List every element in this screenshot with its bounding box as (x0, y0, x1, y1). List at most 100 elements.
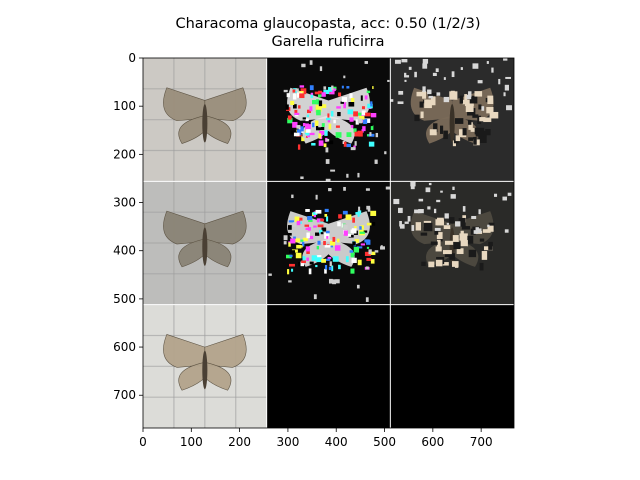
masked-noise (404, 80, 406, 82)
masked-noise (476, 228, 482, 233)
saliency-speck (361, 243, 365, 245)
masked-patch (466, 104, 474, 112)
masked-noise (478, 209, 480, 214)
saliency-speck (316, 210, 322, 214)
masked-patch (488, 242, 493, 250)
saliency-speck (294, 133, 300, 137)
saliency-speck (346, 214, 352, 219)
masked-patch (424, 99, 432, 108)
masked-patch (443, 131, 448, 139)
saliency-speck (305, 119, 308, 122)
saliency-speck (311, 143, 315, 146)
masked-noise (427, 90, 431, 95)
saliency-speck (309, 106, 312, 111)
masked-noise (422, 86, 425, 92)
saliency-noise (366, 297, 369, 302)
masked-patch (437, 218, 444, 226)
x-tick-label: 0 (139, 435, 147, 449)
saliency-speck (370, 123, 373, 126)
masked-noise (434, 209, 436, 213)
saliency-speck (342, 97, 347, 102)
saliency-noise (387, 80, 389, 82)
masked-noise (436, 68, 439, 72)
saliency-noise (357, 285, 360, 289)
masked-noise (478, 80, 483, 83)
panel-background (390, 305, 514, 428)
saliency-speck (361, 95, 363, 100)
masked-noise (452, 71, 455, 77)
saliency-speck (320, 219, 324, 222)
saliency-noise (366, 188, 370, 190)
masked-noise (435, 228, 441, 231)
x-tick-label: 400 (325, 435, 348, 449)
saliency-noise (320, 66, 322, 71)
masked-noise (503, 58, 507, 61)
saliency-noise (357, 173, 359, 177)
masked-patch (414, 115, 419, 121)
saliency-speck (333, 120, 335, 124)
saliency-speck (325, 265, 327, 269)
saliency-speck (288, 233, 292, 236)
saliency-noise (284, 241, 287, 244)
masked-noise (487, 225, 489, 227)
masked-noise (505, 85, 509, 91)
x-tick-label: 700 (470, 435, 493, 449)
saliency-speck (321, 259, 326, 263)
saliency-speck (362, 126, 365, 131)
masked-noise (502, 197, 507, 201)
saliency-noise (296, 125, 300, 129)
masked-patch (479, 117, 485, 121)
saliency-noise (284, 235, 288, 240)
masked-body (450, 104, 455, 143)
saliency-speck (323, 241, 326, 245)
saliency-speck (287, 269, 289, 274)
saliency-speck (338, 214, 342, 218)
masked-noise (393, 199, 399, 204)
saliency-speck (310, 262, 314, 265)
saliency-noise (268, 274, 271, 276)
saliency-speck (355, 132, 360, 137)
saliency-noise (343, 76, 345, 79)
saliency-speck (309, 268, 312, 274)
saliency-speck (370, 211, 376, 216)
y-tick-label: 400 (113, 244, 136, 258)
masked-patch (436, 260, 443, 267)
saliency-speck (310, 133, 315, 135)
saliency-speck (362, 106, 365, 109)
saliency-speck (351, 125, 354, 128)
masked-noise (433, 73, 437, 76)
saliency-noise (293, 222, 296, 227)
saliency-speck (290, 101, 294, 105)
saliency-speck (333, 256, 339, 262)
masked-patch (486, 107, 493, 113)
masked-patch (455, 118, 463, 124)
masked-patch (451, 91, 455, 99)
moth-body (202, 351, 207, 390)
masked-noise (468, 91, 471, 97)
saliency-noise (288, 280, 292, 282)
saliency-speck (342, 86, 344, 89)
masked-noise (444, 97, 449, 102)
saliency-speck (286, 104, 289, 109)
panel-background (267, 305, 391, 428)
saliency-noise (316, 195, 318, 200)
masked-patch (440, 126, 443, 134)
masked-patch (428, 262, 434, 268)
saliency-speck (352, 258, 357, 263)
panel-r0-c0 (143, 58, 267, 181)
saliency-speck (313, 226, 317, 228)
saliency-speck (338, 265, 341, 269)
y-tick-label: 600 (113, 340, 136, 354)
saliency-speck (288, 225, 292, 230)
saliency-speck (336, 106, 341, 108)
masked-patch (434, 231, 438, 235)
masked-noise (414, 72, 417, 77)
saliency-noise (384, 151, 386, 154)
saliency-noise (358, 207, 360, 212)
masked-noise (471, 216, 476, 219)
saliency-noise (291, 195, 293, 198)
y-tick-label: 0 (128, 51, 136, 65)
masked-patch (453, 242, 460, 249)
saliency-speck (305, 225, 310, 227)
